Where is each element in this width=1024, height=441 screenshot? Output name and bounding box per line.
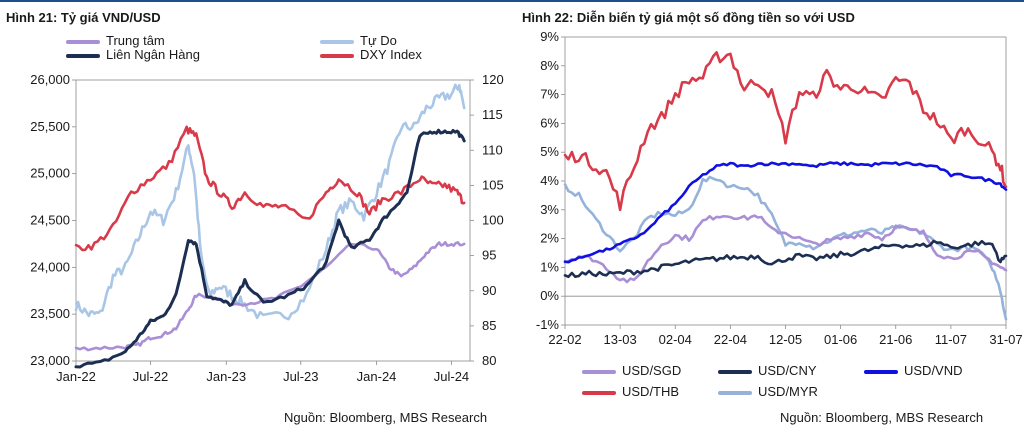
- right-series-usd-thb: [563, 51, 1008, 212]
- left-right-axis-tick-label-0: 80: [482, 353, 496, 368]
- left-x-tick-label-1: Jul-22: [133, 369, 168, 384]
- left-right-axis-tick-label-6: 110: [482, 142, 503, 157]
- left-right-axis-tick-label-3: 95: [482, 248, 496, 263]
- right-x-tick-label-1: 13-03: [604, 332, 637, 347]
- left-series-dxy-index: [74, 125, 466, 252]
- right-y-tick-label-5: 4%: [540, 173, 559, 188]
- left-x-tick-label-4: Jan-24: [357, 369, 397, 384]
- left-right-axis-tick-label-5: 105: [482, 177, 504, 192]
- legend-lien-ngan-hang: Liên Ngân Hàng: [66, 48, 200, 62]
- left-y-tick-label-5: 25,500: [30, 119, 70, 134]
- right-chart-title: Hình 22: Diễn biến tỷ giá một số đồng ti…: [522, 10, 855, 25]
- legend-usd-thb: USD/THB: [582, 385, 679, 399]
- right-x-tick-label-7: 11-07: [935, 332, 967, 347]
- right-y-tick-label-6: 5%: [540, 144, 559, 159]
- legend-swatch-lien-ngan-hang: [66, 53, 100, 58]
- right-y-tick-label-7: 6%: [540, 115, 559, 130]
- right-x-tick-label-2: 02-04: [659, 332, 692, 347]
- legend-usd-sgd: USD/SGD: [582, 364, 681, 378]
- left-x-tick-label-2: Jan-23: [206, 369, 246, 384]
- legend-label-usd-cny: USD/CNY: [758, 363, 817, 378]
- left-x-tick-label-0: Jan-22: [56, 369, 96, 384]
- left-series-li-n-ng-n-h-ng: [74, 128, 466, 369]
- right-y-tick-label-3: 2%: [540, 231, 559, 246]
- legend-usd-cny: USD/CNY: [718, 364, 817, 378]
- legend-label-trung-tam: Trung tâm: [106, 33, 165, 48]
- legend-swatch-trung-tam: [66, 39, 100, 44]
- right-y-tick-label-1: 0%: [540, 288, 559, 303]
- right-x-tick-label-4: 12-05: [769, 332, 802, 347]
- right-y-tick-label-9: 8%: [540, 58, 559, 73]
- legend-swatch-usd-cny: [718, 369, 752, 374]
- legend-label-usd-vnd: USD/VND: [904, 363, 963, 378]
- legend-label-usd-sgd: USD/SGD: [622, 363, 682, 378]
- right-chart-source: Nguồn: Bloomberg, MBS Research: [780, 410, 984, 425]
- left-y-tick-label-4: 25,000: [30, 166, 70, 181]
- right-y-tick-label-10: 9%: [540, 29, 559, 44]
- left-x-tick-label-5: Jul-24: [434, 369, 469, 384]
- legend-dxy-index: DXY Index: [320, 48, 422, 62]
- legend-trung-tam: Trung tâm: [66, 34, 165, 48]
- legend-label-usd-myr: USD/MYR: [758, 384, 818, 399]
- right-y-tick-label-8: 7%: [540, 87, 559, 102]
- legend-usd-vnd: USD/VND: [864, 364, 963, 378]
- right-series-usd-vnd: [563, 161, 1008, 264]
- left-y-tick-label-0: 23,000: [30, 353, 70, 368]
- legend-swatch-tu-do: [320, 39, 354, 44]
- left-right-axis-tick-label-2: 90: [482, 283, 496, 298]
- legend-swatch-usd-myr: [718, 390, 752, 395]
- legend-swatch-usd-sgd: [582, 369, 616, 374]
- left-chart-source: Nguồn: Bloomberg, MBS Research: [284, 410, 488, 425]
- right-y-tick-label-0: -1%: [536, 317, 560, 332]
- left-right-axis-tick-label-1: 85: [482, 318, 496, 333]
- left-right-axis-tick-label-8: 120: [482, 72, 504, 87]
- legend-label-lien-ngan-hang: Liên Ngân Hàng: [106, 47, 200, 62]
- left-chart-title: Hình 21: Tỷ giá VND/USD: [6, 10, 161, 25]
- right-y-tick-label-4: 3%: [540, 202, 559, 217]
- left-y-tick-label-3: 24,500: [30, 213, 70, 228]
- legend-swatch-dxy-index: [320, 53, 354, 58]
- left-right-axis-tick-label-4: 100: [482, 213, 504, 228]
- right-x-tick-label-8: 31-07: [989, 332, 1022, 347]
- right-y-tick-label-2: 1%: [540, 259, 559, 274]
- right-x-tick-label-3: 22-04: [714, 332, 747, 347]
- legend-swatch-usd-thb: [582, 390, 616, 395]
- right-series-usd-cny: [563, 239, 1008, 279]
- top-rule: [0, 0, 1024, 2]
- left-x-tick-label-3: Jul-23: [283, 369, 318, 384]
- left-y-tick-label-6: 26,000: [30, 72, 70, 87]
- right-series-usd-myr: [563, 175, 1008, 321]
- left-series-trung-t-m: [74, 241, 466, 352]
- left-y-tick-label-1: 23,500: [30, 306, 70, 321]
- legend-swatch-usd-vnd: [864, 369, 898, 374]
- legend-usd-myr: USD/MYR: [718, 385, 818, 399]
- left-right-axis-tick-label-7: 115: [482, 107, 503, 122]
- right-x-tick-label-6: 21-06: [879, 332, 912, 347]
- legend-label-usd-thb: USD/THB: [622, 384, 680, 399]
- left-y-tick-label-2: 24,000: [30, 259, 70, 274]
- right-x-tick-label-0: 22-02: [548, 332, 581, 347]
- left-series-t-do: [74, 83, 466, 321]
- legend-tu-do: Tự Do: [320, 34, 397, 48]
- left-plot-frame: [75, 79, 471, 362]
- legend-label-tu-do: Tự Do: [360, 33, 397, 48]
- right-plot-frame: [564, 36, 1007, 326]
- legend-label-dxy-index: DXY Index: [360, 47, 422, 62]
- right-x-tick-label-5: 01-06: [824, 332, 857, 347]
